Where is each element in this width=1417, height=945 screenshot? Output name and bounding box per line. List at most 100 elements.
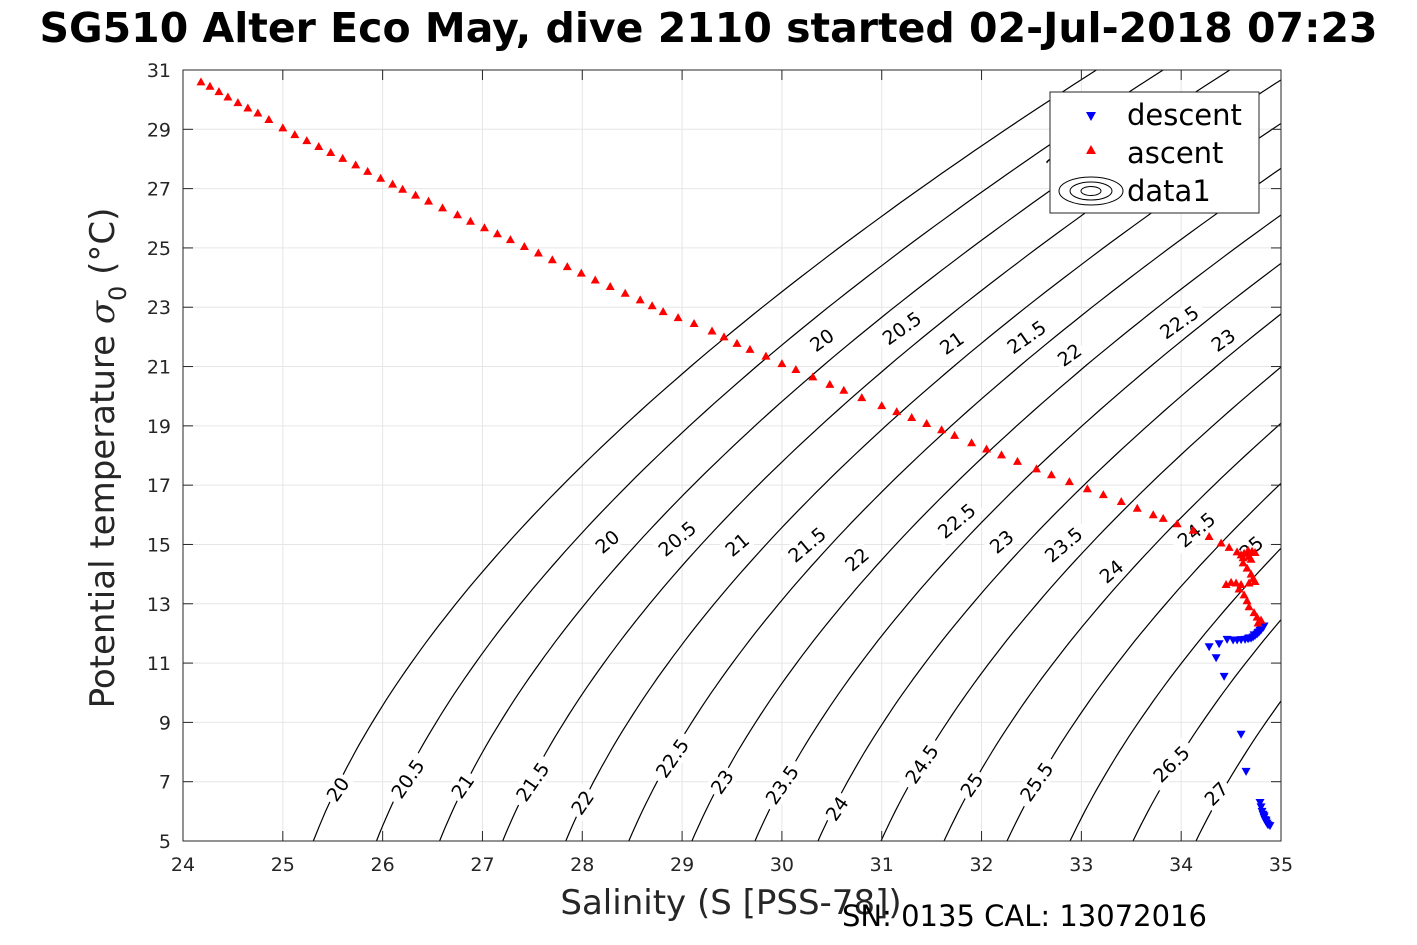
contour-label-bg	[564, 783, 600, 822]
ascent-point	[689, 319, 699, 328]
ascent-point	[950, 430, 960, 439]
descent-point	[1256, 803, 1266, 812]
ascent-point	[1148, 510, 1158, 519]
x-tick-label: 29	[670, 854, 694, 876]
ascent-point	[278, 123, 288, 132]
ascent-point	[453, 210, 462, 219]
grid	[182, 69, 1282, 842]
ascent-point	[1082, 484, 1092, 493]
descent-point	[1241, 767, 1251, 776]
contour-label-text: 23.5	[1278, 320, 1325, 362]
ascent-point	[620, 288, 630, 297]
y-tick-label: 29	[147, 119, 171, 141]
contour-label-bg	[1319, 352, 1356, 387]
ascent-point	[388, 179, 398, 188]
contour-label-text: 26	[1337, 565, 1370, 597]
isopycnal-line	[1006, 482, 1281, 841]
legend-data1-label: data1	[1127, 174, 1211, 208]
contour-label-bg	[1168, 503, 1224, 556]
contour-label-bg	[647, 729, 697, 787]
ascent-point	[519, 241, 529, 250]
ascent-point	[997, 450, 1007, 459]
ascent-point	[465, 216, 475, 225]
contour-label-bg	[704, 763, 740, 801]
descent-point	[1228, 636, 1238, 645]
x-tick-label: 35	[1269, 854, 1293, 876]
ascent-point	[1238, 558, 1248, 567]
ascent-point	[761, 351, 771, 360]
contour-label-bg	[953, 766, 990, 804]
ascent-point	[877, 401, 887, 410]
contour-label: 26	[1334, 562, 1372, 599]
contour-label-bg	[897, 735, 947, 793]
ascent-point	[1239, 548, 1249, 557]
descent-point	[1255, 798, 1265, 807]
isopycnal-line	[691, 214, 1281, 841]
contour-label-bg	[998, 312, 1055, 362]
contour-label-bg	[819, 789, 855, 827]
isopycnal-line	[943, 422, 1281, 841]
x-tick-label: 30	[770, 854, 794, 876]
isopycnal-line	[1195, 699, 1281, 841]
legend: descent ascent data1	[1049, 91, 1260, 214]
ascent-point	[492, 229, 502, 238]
y-tick-label: 27	[147, 179, 171, 201]
isopycnal-line	[1069, 547, 1281, 841]
ascent-point	[647, 301, 657, 310]
ascent-point	[1116, 496, 1126, 505]
descent-point	[1219, 672, 1229, 681]
ascent-point	[825, 379, 835, 388]
legend-descent-label: descent	[1127, 98, 1242, 132]
contour-label: 24	[1319, 352, 1357, 388]
ascent-point	[1064, 477, 1074, 486]
ascent-point	[791, 365, 801, 374]
data-points	[196, 77, 1275, 831]
ascent-point	[223, 92, 233, 101]
ascent-point	[1244, 602, 1254, 611]
ascent-point	[290, 130, 300, 139]
y-tick-label: 19	[147, 416, 171, 438]
contour-label: 23	[704, 763, 740, 801]
ascent-point	[547, 255, 557, 264]
ascent-point	[1239, 590, 1249, 599]
ascent-point	[1172, 519, 1182, 528]
ascent-point	[1204, 531, 1214, 540]
ascent-point	[1250, 577, 1260, 586]
ascent-point	[590, 275, 600, 284]
descent-point	[1211, 654, 1221, 663]
ticks: 24 25 26 27 28 29 30 31 32 33 34 35 5 7 9 11 13 15 17 19 21 2…	[147, 60, 1293, 876]
contour-label-bg	[507, 753, 557, 811]
ascent-point	[1244, 578, 1254, 587]
ascent-point	[605, 281, 615, 290]
legend-contour-marker	[1058, 176, 1124, 206]
contour-label-text: 24	[1322, 354, 1354, 386]
contour-label-bg	[803, 322, 841, 358]
ascent-point	[376, 173, 386, 182]
ascent-point	[1242, 563, 1252, 572]
y-tick-label: 23	[147, 297, 171, 319]
ascent-point	[214, 87, 224, 96]
descent-point	[1236, 636, 1246, 645]
ascent-point	[1158, 513, 1168, 522]
contour-label-bg	[1050, 337, 1088, 373]
y-tick-label: 11	[147, 653, 171, 675]
y-tick-label: 13	[147, 594, 171, 616]
ascent-point	[424, 196, 434, 205]
axes-box	[182, 69, 1282, 842]
x-tick-label: 31	[870, 854, 894, 876]
contour-label-bg	[1035, 518, 1092, 571]
ascent-point	[1250, 547, 1260, 556]
ascent-point	[1098, 490, 1108, 499]
y-tick-label: 15	[147, 534, 171, 556]
isopycnal-line	[628, 167, 1281, 841]
ascent-point	[777, 359, 787, 368]
contour-label-bg	[757, 756, 807, 814]
descent-point	[1244, 634, 1254, 643]
ascent-point	[635, 295, 645, 304]
ascent-point	[982, 444, 992, 453]
ascent-point	[1031, 464, 1041, 473]
ascent-point	[1234, 584, 1244, 593]
y-axis-label-symbol: σ	[83, 300, 123, 324]
x-tick-label: 33	[1069, 854, 1093, 876]
